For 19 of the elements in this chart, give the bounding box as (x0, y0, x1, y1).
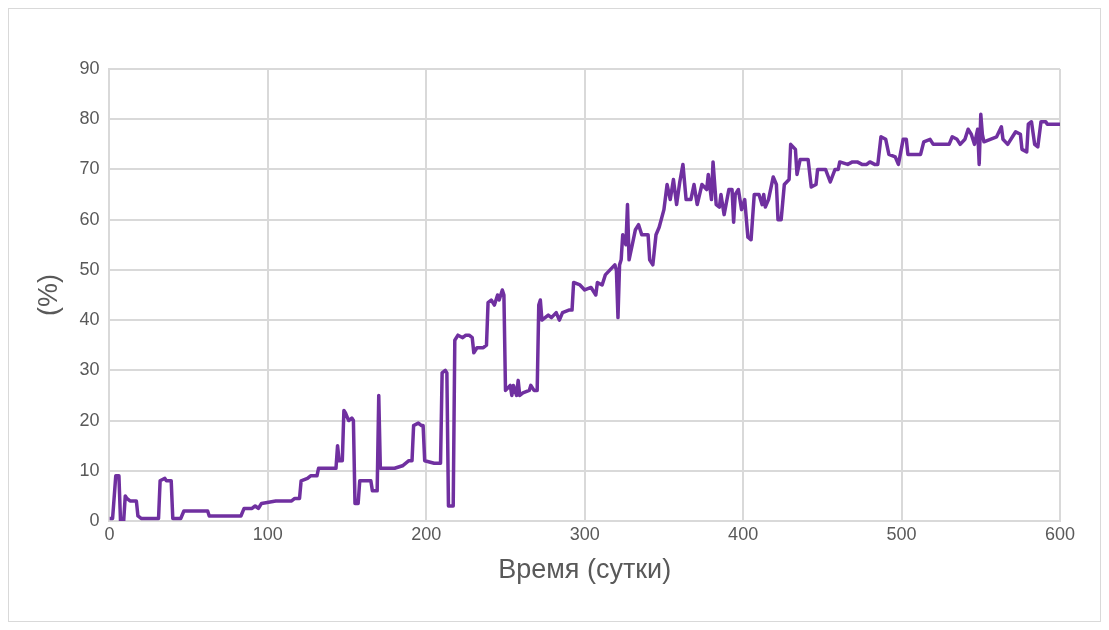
y-tick-label: 40 (79, 309, 100, 330)
x-tick-label: 100 (252, 523, 283, 544)
y-tick-label: 70 (79, 158, 100, 179)
y-tick-label: 60 (79, 208, 100, 229)
x-tick-label: 200 (411, 523, 442, 544)
y-tick-label: 50 (79, 258, 100, 279)
x-tick-label: 600 (1044, 523, 1076, 544)
x-axis-title: Время (сутки) (498, 554, 672, 585)
y-tick-label: 0 (89, 509, 100, 530)
y-axis-title: (%) (32, 274, 63, 316)
y-tick-label: 80 (79, 108, 100, 129)
x-tick-label: 500 (886, 523, 917, 544)
y-tick-label: 30 (79, 359, 100, 380)
y-tick-label: 20 (79, 409, 100, 430)
x-tick-label: 400 (728, 523, 759, 544)
y-tick-label: 10 (79, 459, 100, 480)
y-tick-label: 90 (79, 57, 100, 78)
x-tick-label: 300 (569, 523, 600, 544)
x-tick-label: 0 (104, 523, 115, 544)
